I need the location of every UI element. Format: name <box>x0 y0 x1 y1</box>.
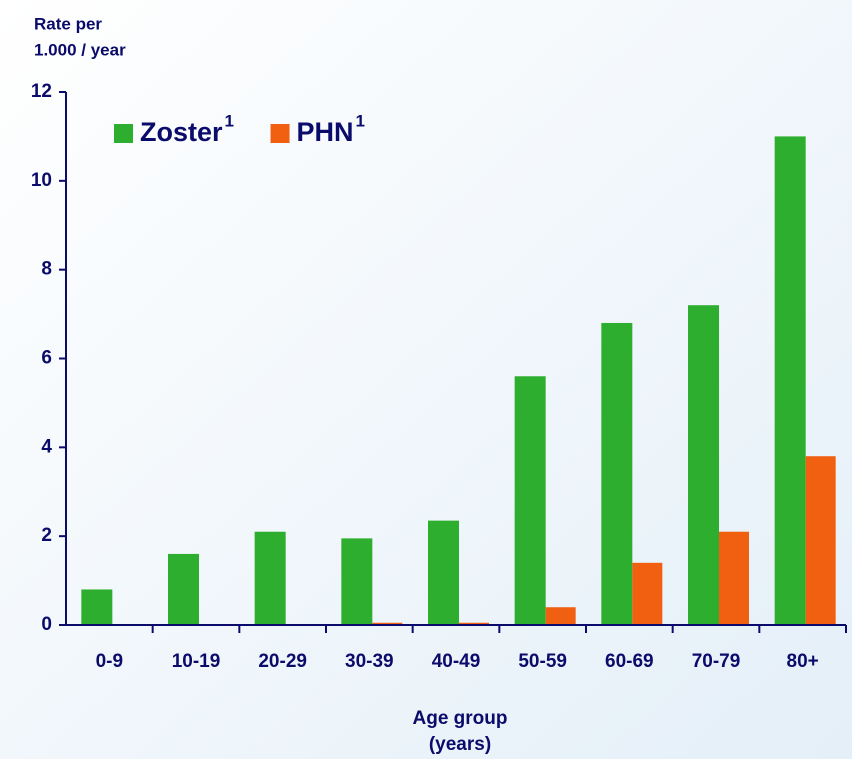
bar <box>774 136 806 625</box>
x-axis-label: (years) <box>429 734 491 755</box>
y-tick-label: 4 <box>41 436 52 457</box>
y-axis-label: 1.000 / year <box>34 40 126 59</box>
x-tick-label: 50-59 <box>518 651 567 672</box>
bar <box>254 531 286 625</box>
bar <box>372 622 403 625</box>
bar <box>688 305 719 625</box>
bar <box>545 607 576 625</box>
bar <box>459 622 489 625</box>
x-tick-label: 20-29 <box>258 651 307 672</box>
bar <box>168 553 199 625</box>
x-tick-label: 60-69 <box>605 651 654 672</box>
legend-superscript: 1 <box>225 111 234 130</box>
bar <box>632 562 663 625</box>
bar <box>428 520 459 625</box>
x-tick-label: 80+ <box>787 651 819 672</box>
bar <box>601 322 633 625</box>
legend-superscript: 1 <box>356 111 365 130</box>
legend-swatch <box>270 124 290 143</box>
y-tick-label: 6 <box>41 348 52 369</box>
x-axis-label: Age group <box>413 708 508 729</box>
x-tick-label: 30-39 <box>345 651 394 672</box>
y-tick-label: 10 <box>31 170 52 191</box>
bar <box>81 589 113 625</box>
legend-label: PHN <box>297 117 354 147</box>
legend-swatch <box>114 124 133 143</box>
y-tick-label: 2 <box>41 525 52 546</box>
y-axis-label: Rate per <box>34 14 102 33</box>
y-tick-label: 8 <box>41 259 52 280</box>
bar <box>805 456 836 625</box>
bar <box>341 538 373 625</box>
y-tick-label: 12 <box>31 81 52 102</box>
x-tick-label: 0-9 <box>96 651 123 672</box>
bar <box>719 531 749 625</box>
y-tick-label: 0 <box>41 614 52 635</box>
bar <box>514 376 546 625</box>
x-tick-label: 10-19 <box>172 651 221 672</box>
legend-label: Zoster <box>140 117 223 147</box>
x-tick-label: 70-79 <box>692 651 741 672</box>
x-tick-label: 40-49 <box>432 651 481 672</box>
